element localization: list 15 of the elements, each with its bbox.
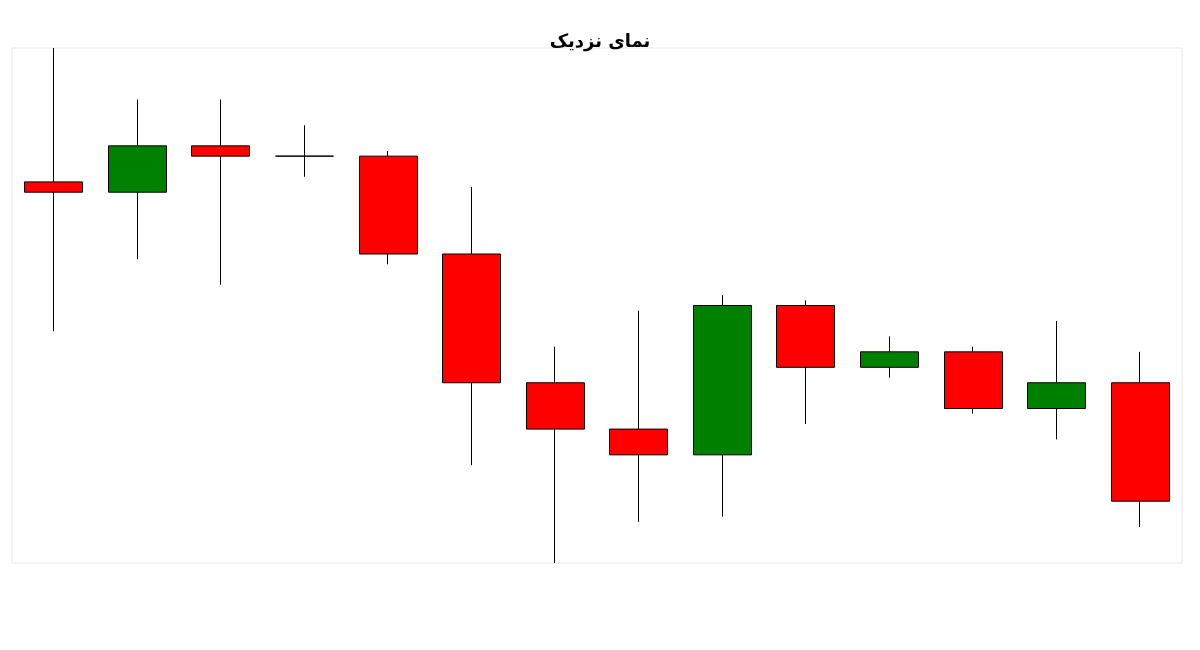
candlestick	[275, 124, 334, 178]
candlestick	[191, 99, 250, 286]
candlestick	[609, 310, 668, 523]
candlestick	[1027, 320, 1086, 440]
candlestick	[860, 335, 919, 379]
candlestick	[693, 294, 752, 518]
candlestick	[776, 299, 835, 425]
candlestick	[944, 346, 1003, 415]
candlestick	[526, 346, 585, 564]
candlestick	[1111, 351, 1170, 528]
candlestick	[108, 99, 167, 260]
chart-title: نمای نزدیک	[549, 29, 651, 52]
candlestick	[24, 47, 83, 332]
candlestick	[359, 150, 418, 265]
candlestick	[442, 186, 501, 466]
